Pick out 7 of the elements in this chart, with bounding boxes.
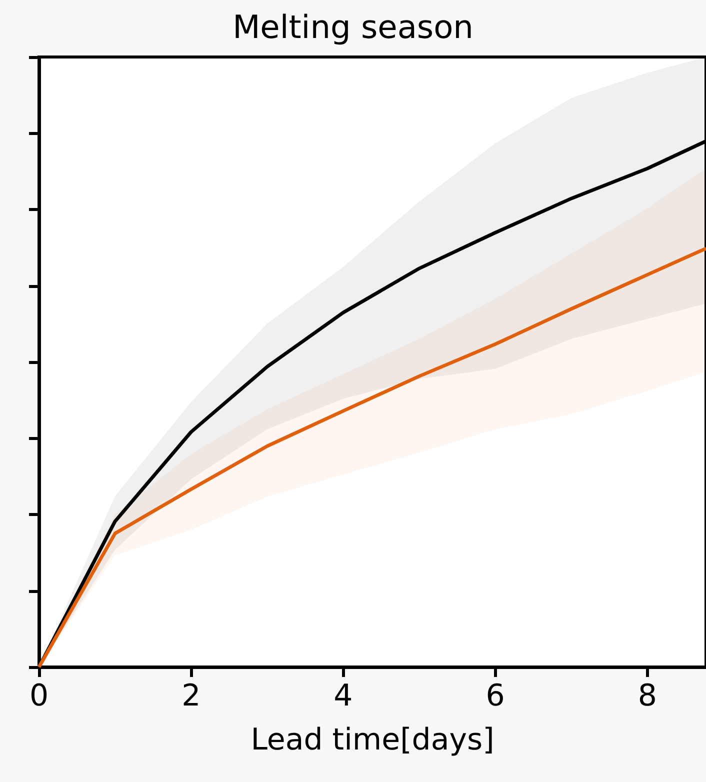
chart-title: Melting season [232,8,474,46]
x-axis-title: Lead time[days] [250,722,494,758]
x-tick-label: 6 [486,678,505,714]
x-tick-label: 0 [29,678,49,714]
x-tick-label: 4 [334,678,353,714]
x-tick-label: 8 [638,678,657,714]
x-tick-label: 2 [182,678,201,714]
